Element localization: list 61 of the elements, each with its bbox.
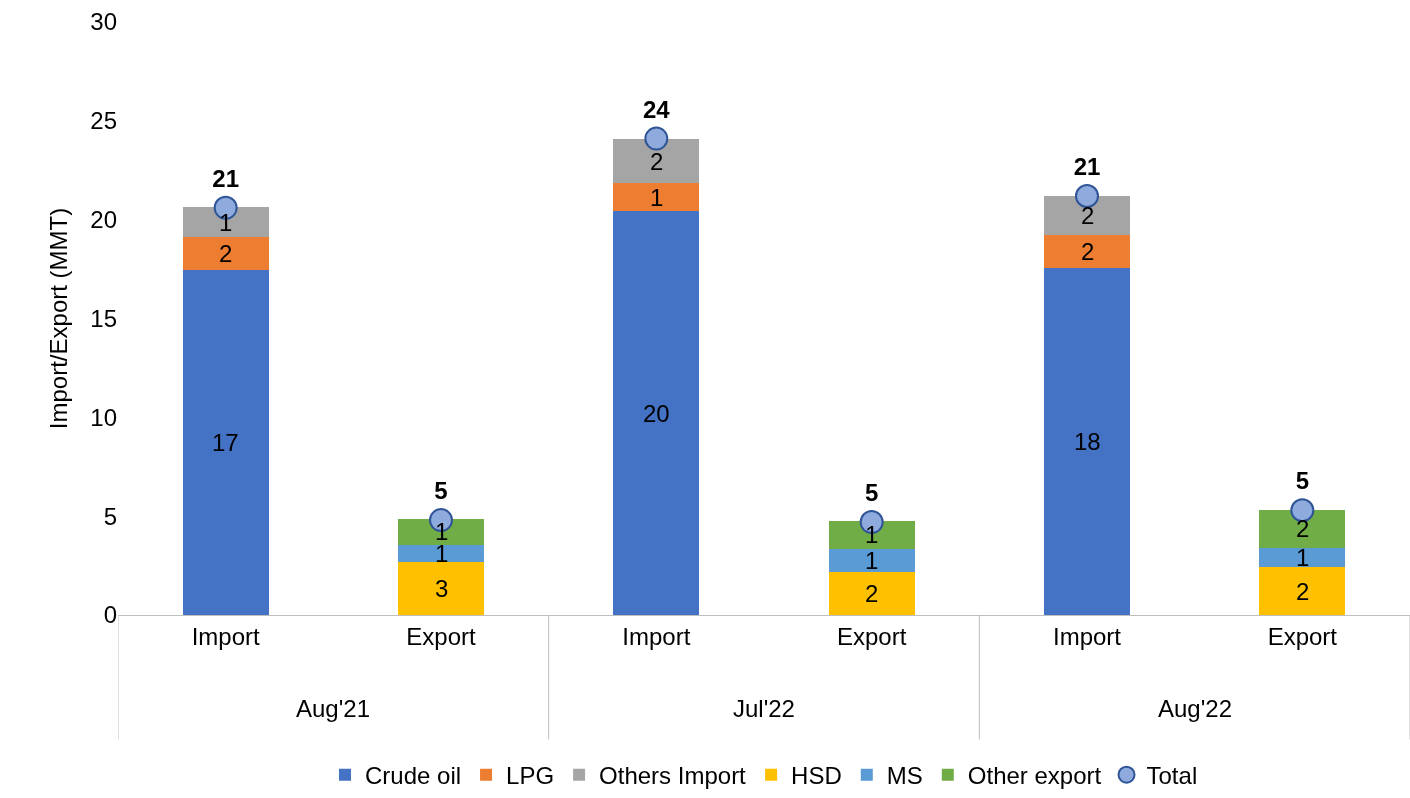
data-label: 2: [1081, 238, 1095, 265]
bar: [1043, 267, 1131, 615]
point: [644, 126, 669, 151]
data-label: 21: [1073, 153, 1101, 181]
data-label: 5: [864, 479, 879, 507]
bar: [397, 544, 485, 563]
y-tick-label: 20: [90, 206, 117, 234]
text: Aug'21: [296, 695, 370, 722]
legend-label: Other export: [967, 762, 1102, 790]
bar: [182, 237, 269, 270]
data-label: 20: [643, 400, 670, 427]
y-tick-label: 10: [90, 403, 117, 431]
data-label: 5: [1295, 467, 1310, 495]
bar: [1043, 235, 1131, 268]
x-tick-label: Export: [1267, 622, 1338, 650]
y-tick-label: 0: [103, 601, 117, 629]
legend-label: MS: [886, 762, 923, 790]
bar: [1259, 567, 1346, 615]
data-label: 2: [1081, 202, 1095, 229]
legend-label: Crude oil: [365, 762, 462, 790]
y-tick-label: 15: [90, 304, 117, 332]
data-label: 18: [1074, 428, 1101, 455]
bar: [397, 562, 485, 615]
data-label: 1: [1296, 544, 1310, 571]
text: Jul'22: [733, 695, 795, 722]
data-label: 2: [1296, 578, 1310, 605]
legend-label: Total: [1146, 762, 1198, 790]
x-tick-label: Import: [622, 622, 691, 650]
data-label: 2: [650, 148, 664, 175]
bar: [613, 183, 700, 212]
data-label: 3: [435, 575, 449, 602]
y-tick-label: 30: [90, 8, 117, 36]
legend-label: LPG: [506, 762, 555, 790]
point: [1075, 183, 1099, 208]
x-tick-label: Export: [836, 622, 907, 650]
y-tick-label: 5: [103, 502, 117, 530]
data-label: 21: [212, 165, 240, 193]
data-label: 1: [650, 184, 664, 211]
y-axis-title: Import/Export (MMT): [45, 207, 73, 430]
bar: [1259, 547, 1346, 568]
bar: [828, 548, 915, 572]
bar: [1259, 509, 1346, 548]
x-tick-label: Export: [406, 622, 477, 650]
bar: [182, 269, 269, 615]
data-label: 17: [212, 429, 239, 456]
bar: [613, 139, 700, 184]
x-tick-label: Import: [1052, 622, 1122, 650]
data-label: 1: [435, 540, 449, 567]
x-tick-label: Import: [191, 622, 261, 650]
data-label: 2: [865, 580, 879, 607]
text: Aug'22: [1158, 695, 1232, 722]
data-label: 5: [434, 477, 448, 505]
legend-label: Others Import: [599, 762, 747, 790]
y-tick-label: 25: [90, 107, 117, 135]
data-label: 2: [219, 240, 233, 267]
legend-label: HSD: [791, 762, 842, 790]
data-label: 1: [865, 547, 879, 574]
data-label: 24: [642, 95, 671, 123]
data-label: 2: [1296, 515, 1310, 542]
bar: [828, 571, 915, 615]
bar: [613, 211, 700, 615]
